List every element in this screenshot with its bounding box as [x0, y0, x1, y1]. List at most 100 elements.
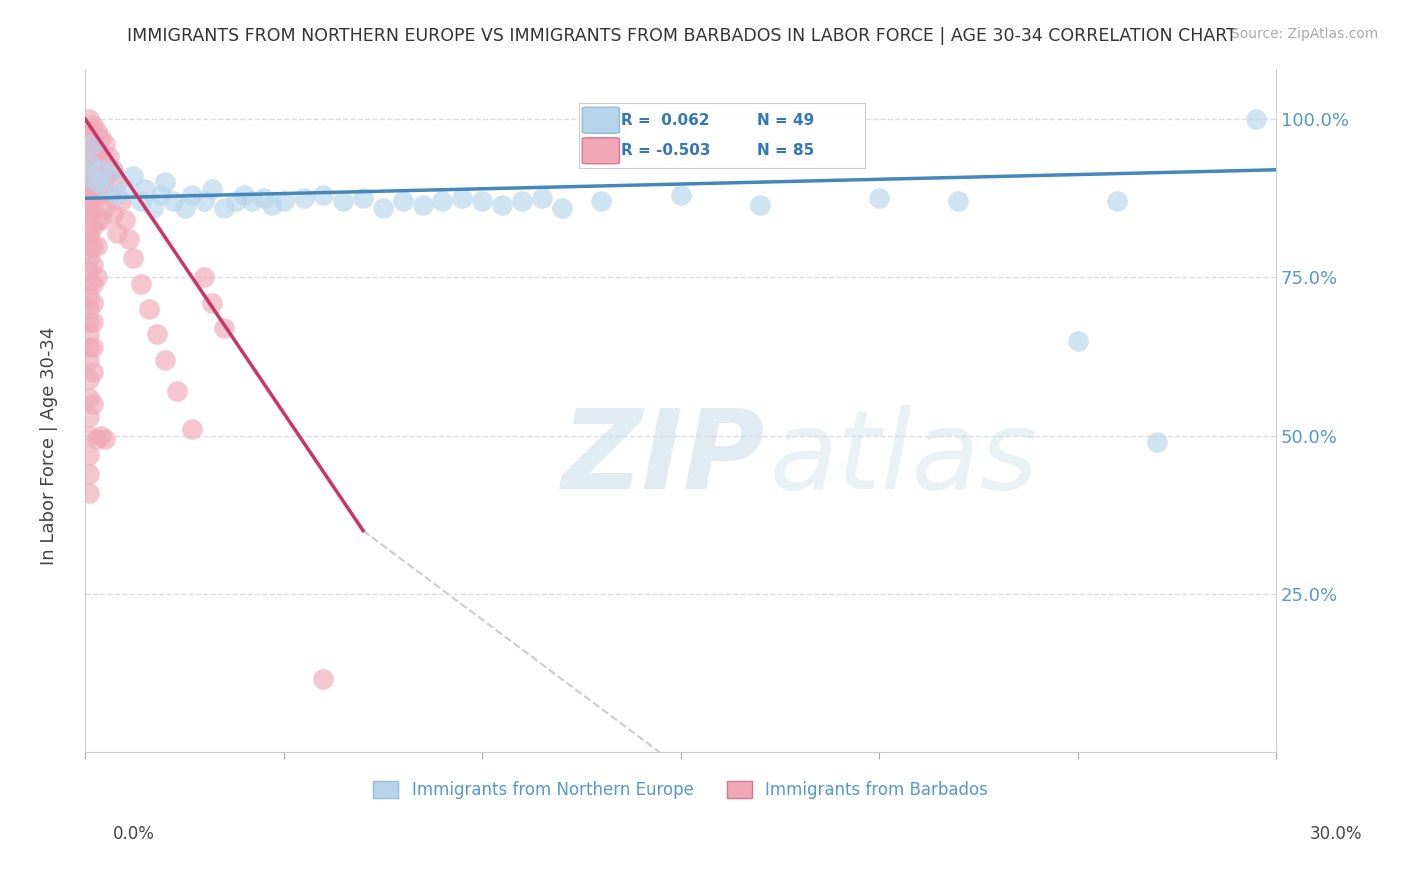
- Point: [82, 397, 104, 411]
- Point: [193, 194, 215, 209]
- Point: [201, 182, 224, 196]
- Point: [86, 144, 108, 158]
- Point: [77, 301, 100, 316]
- Point: [82, 137, 104, 152]
- Point: [82, 365, 104, 379]
- Point: [77, 252, 100, 266]
- Point: [129, 277, 152, 291]
- Point: [1146, 435, 1168, 450]
- Point: [82, 315, 104, 329]
- Point: [77, 352, 100, 367]
- Point: [471, 194, 494, 209]
- Point: [412, 197, 434, 211]
- Point: [77, 162, 100, 177]
- Text: 0.0%: 0.0%: [112, 825, 155, 843]
- Point: [260, 197, 283, 211]
- Point: [77, 485, 100, 500]
- Point: [82, 169, 104, 183]
- Point: [352, 191, 374, 205]
- Point: [86, 432, 108, 446]
- Point: [82, 239, 104, 253]
- Point: [77, 156, 100, 170]
- Point: [669, 188, 692, 202]
- Point: [118, 232, 141, 246]
- Point: [142, 201, 165, 215]
- Point: [101, 162, 124, 177]
- Point: [122, 169, 145, 183]
- Point: [292, 191, 315, 205]
- Point: [82, 277, 104, 291]
- Point: [90, 428, 112, 442]
- Point: [94, 169, 117, 183]
- Point: [273, 194, 295, 209]
- Point: [114, 213, 136, 227]
- Point: [162, 194, 184, 209]
- Point: [181, 188, 204, 202]
- Point: [82, 340, 104, 354]
- Point: [94, 432, 117, 446]
- Point: [77, 172, 100, 186]
- Point: [82, 258, 104, 272]
- Point: [77, 409, 100, 424]
- Point: [332, 194, 354, 209]
- Point: [90, 213, 112, 227]
- Point: [77, 391, 100, 405]
- Point: [86, 188, 108, 202]
- Text: In Labor Force | Age 30-34: In Labor Force | Age 30-34: [41, 326, 58, 566]
- Point: [82, 185, 104, 199]
- Point: [129, 194, 152, 209]
- Text: IMMIGRANTS FROM NORTHERN EUROPE VS IMMIGRANTS FROM BARBADOS IN LABOR FORCE | AGE: IMMIGRANTS FROM NORTHERN EUROPE VS IMMIG…: [127, 27, 1236, 45]
- Point: [77, 182, 100, 196]
- Point: [233, 188, 256, 202]
- Point: [948, 194, 970, 209]
- Point: [77, 315, 100, 329]
- Point: [77, 219, 100, 234]
- Point: [1066, 334, 1088, 348]
- Point: [138, 301, 160, 316]
- Point: [86, 213, 108, 227]
- Point: [77, 112, 100, 127]
- Point: [101, 207, 124, 221]
- Point: [77, 201, 100, 215]
- Point: [530, 191, 553, 205]
- Point: [82, 201, 104, 215]
- Point: [86, 125, 108, 139]
- Point: [240, 194, 263, 209]
- Point: [391, 194, 413, 209]
- Text: Source: ZipAtlas.com: Source: ZipAtlas.com: [1230, 27, 1378, 41]
- Point: [114, 182, 136, 196]
- Point: [82, 295, 104, 310]
- Point: [90, 162, 112, 177]
- Point: [90, 182, 112, 196]
- Text: atlas: atlas: [770, 405, 1039, 512]
- Point: [110, 194, 132, 209]
- Point: [77, 229, 100, 244]
- Point: [77, 191, 100, 205]
- Point: [212, 201, 235, 215]
- Point: [82, 219, 104, 234]
- Legend: Immigrants from Northern Europe, Immigrants from Barbados: Immigrants from Northern Europe, Immigra…: [367, 774, 994, 805]
- Point: [193, 270, 215, 285]
- Point: [77, 340, 100, 354]
- Point: [225, 194, 247, 209]
- Point: [134, 182, 156, 196]
- Point: [591, 194, 613, 209]
- Point: [77, 277, 100, 291]
- Point: [105, 176, 128, 190]
- Point: [201, 295, 224, 310]
- Text: ZIP: ZIP: [561, 405, 765, 512]
- Point: [145, 327, 167, 342]
- Point: [105, 226, 128, 240]
- Point: [82, 150, 104, 164]
- Point: [1107, 194, 1129, 209]
- Point: [77, 467, 100, 481]
- Point: [77, 264, 100, 278]
- Point: [868, 191, 890, 205]
- Point: [77, 169, 100, 183]
- Point: [86, 176, 108, 190]
- Point: [77, 125, 100, 139]
- Point: [82, 119, 104, 133]
- Point: [77, 239, 100, 253]
- Point: [94, 137, 117, 152]
- Point: [77, 144, 100, 158]
